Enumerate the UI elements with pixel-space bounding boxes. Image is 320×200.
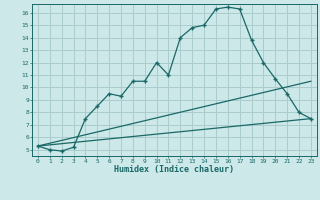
X-axis label: Humidex (Indice chaleur): Humidex (Indice chaleur) (115, 165, 234, 174)
